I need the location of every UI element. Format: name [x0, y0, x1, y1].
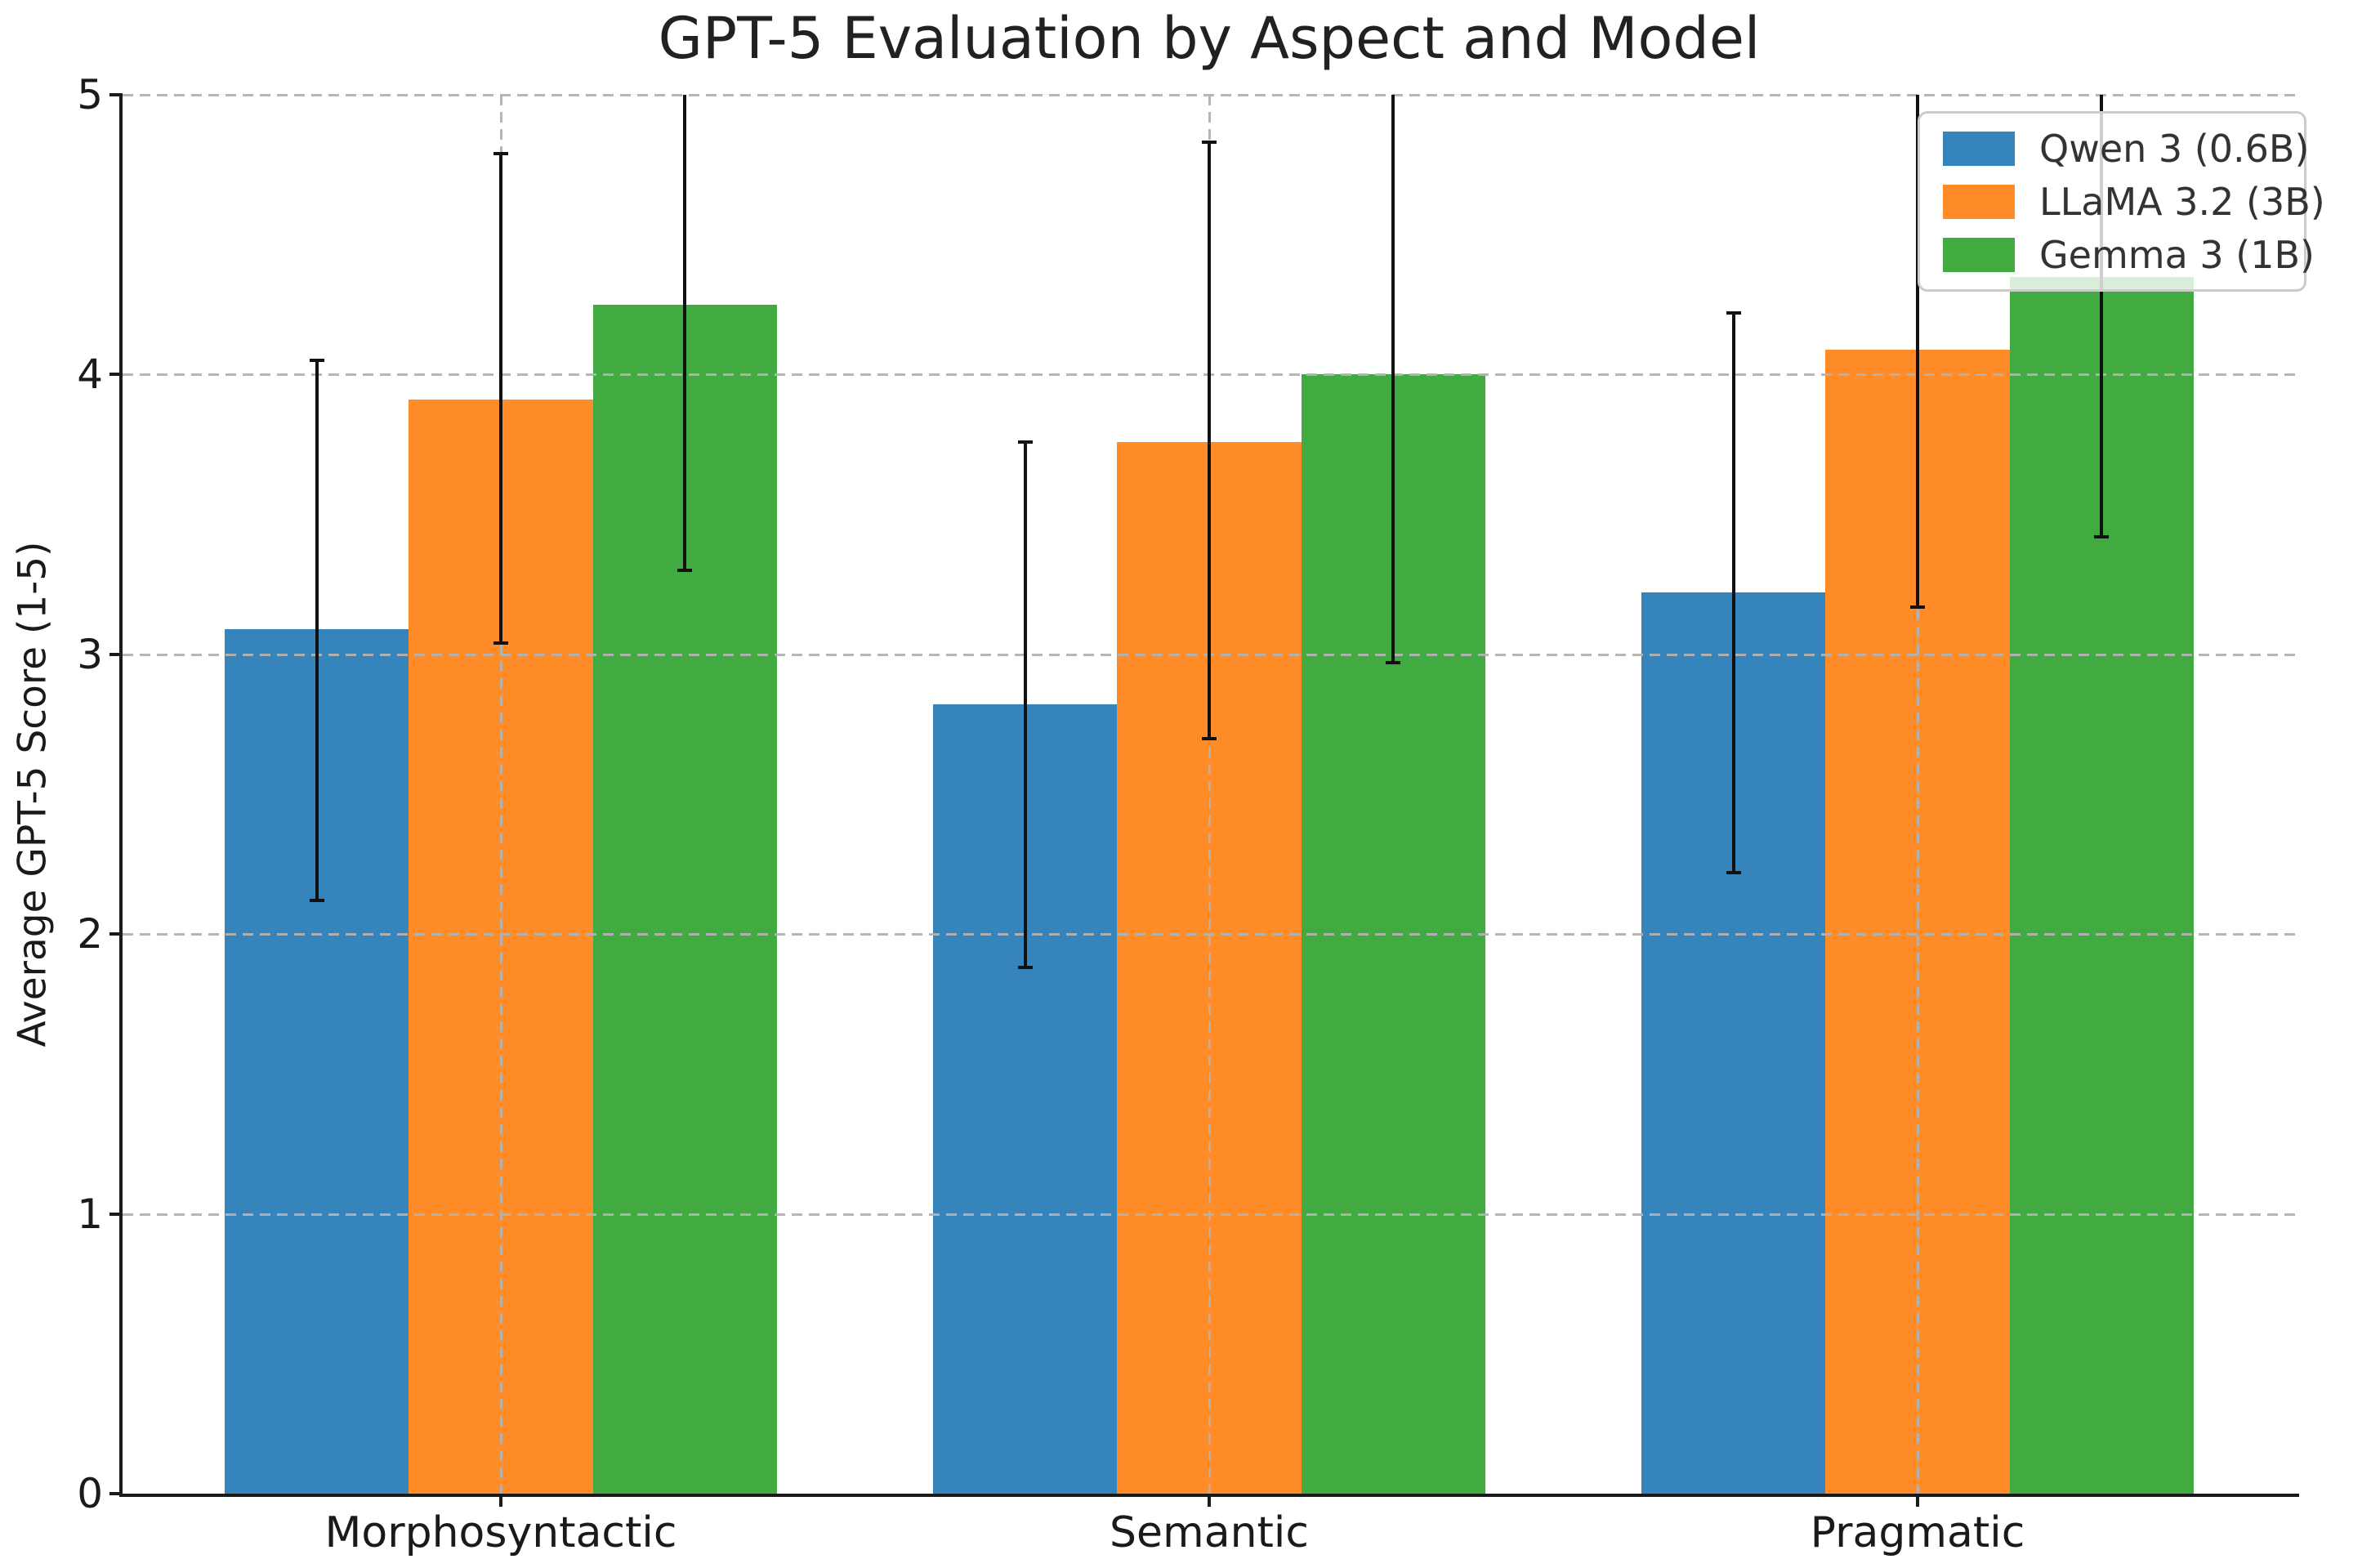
gridline-v-semantic: [1208, 95, 1211, 1494]
x-tick-morphosyntactic: [498, 1494, 502, 1507]
x-axis-spine: [119, 1494, 2299, 1497]
errorbar-cap-high-semantic-1: [1202, 141, 1217, 145]
legend-item-qwen-3-0-6b-: Qwen 3 (0.6B): [1943, 127, 2309, 171]
errorbar-cap-low-morphosyntactic-1: [493, 641, 508, 646]
errorbar-semantic-2: [1391, 95, 1395, 663]
errorbar-pragmatic-1: [1916, 95, 1919, 607]
errorbar-cap-low-semantic-0: [1017, 966, 1033, 970]
y-tick-5: [109, 93, 123, 96]
x-tick-label-semantic: Semantic: [1110, 1508, 1309, 1557]
errorbar-morphosyntactic-1: [498, 153, 502, 644]
y-tick-label-4: 4: [77, 351, 103, 399]
legend-label: Gemma 3 (1B): [2039, 232, 2315, 277]
x-tick-label-pragmatic: Pragmatic: [1810, 1508, 2025, 1557]
legend-swatch: [1943, 184, 2015, 219]
chart-title: GPT-5 Evaluation by Aspect and Model: [658, 5, 1761, 72]
errorbar-cap-low-semantic-1: [1202, 736, 1217, 740]
legend-label: Qwen 3 (0.6B): [2039, 126, 2310, 171]
errorbar-cap-low-pragmatic-1: [1910, 605, 1925, 609]
errorbar-semantic-1: [1208, 142, 1211, 739]
errorbar-cap-low-pragmatic-2: [2094, 534, 2110, 538]
gridline-v-pragmatic: [1917, 95, 1919, 1494]
errorbar-cap-high-morphosyntactic-0: [309, 359, 324, 363]
errorbar-cap-low-pragmatic-0: [1726, 870, 1741, 874]
legend-swatch: [1943, 131, 2015, 166]
y-tick-2: [109, 932, 123, 936]
legend-item-gemma-3-1b-: Gemma 3 (1B): [1943, 233, 2315, 277]
y-tick-label-3: 3: [77, 630, 103, 678]
gridline-v-morphosyntactic: [499, 95, 502, 1494]
errorbar-cap-low-semantic-2: [1386, 661, 1401, 665]
y-tick-4: [109, 373, 123, 377]
errorbar-cap-high-morphosyntactic-1: [493, 151, 508, 155]
x-tick-pragmatic: [1916, 1494, 1919, 1507]
errorbar-cap-low-morphosyntactic-2: [677, 569, 693, 573]
legend-label: LLaMA 3.2 (3B): [2039, 179, 2325, 224]
x-tick-semantic: [1208, 1494, 1211, 1507]
y-axis-label: Average GPT-5 Score (1-5): [10, 541, 56, 1048]
legend-item-llama-3-2-3b-: LLaMA 3.2 (3B): [1943, 180, 2325, 224]
errorbar-cap-high-semantic-0: [1017, 440, 1033, 444]
y-axis-spine: [119, 95, 123, 1497]
y-tick-1: [109, 1212, 123, 1216]
errorbar-cap-low-morphosyntactic-0: [309, 899, 324, 903]
errorbar-pragmatic-2: [2100, 95, 2104, 537]
y-tick-label-2: 2: [77, 910, 103, 958]
y-tick-label-1: 1: [77, 1190, 103, 1238]
errorbar-cap-high-pragmatic-0: [1726, 311, 1741, 315]
errorbar-morphosyntactic-0: [315, 360, 319, 901]
y-tick-0: [109, 1492, 123, 1495]
y-tick-label-0: 0: [77, 1470, 103, 1517]
y-tick-3: [109, 652, 123, 656]
plot-area: [123, 94, 2296, 1494]
y-tick-label-5: 5: [77, 71, 103, 118]
legend-swatch: [1943, 237, 2015, 272]
legend: Qwen 3 (0.6B) LLaMA 3.2 (3B) Gemma 3 (1B): [1918, 111, 2325, 292]
x-tick-label-morphosyntactic: Morphosyntactic: [324, 1508, 677, 1557]
errorbar-morphosyntactic-2: [683, 95, 687, 571]
errorbar-pragmatic-0: [1731, 313, 1735, 873]
errorbar-semantic-0: [1023, 441, 1027, 968]
